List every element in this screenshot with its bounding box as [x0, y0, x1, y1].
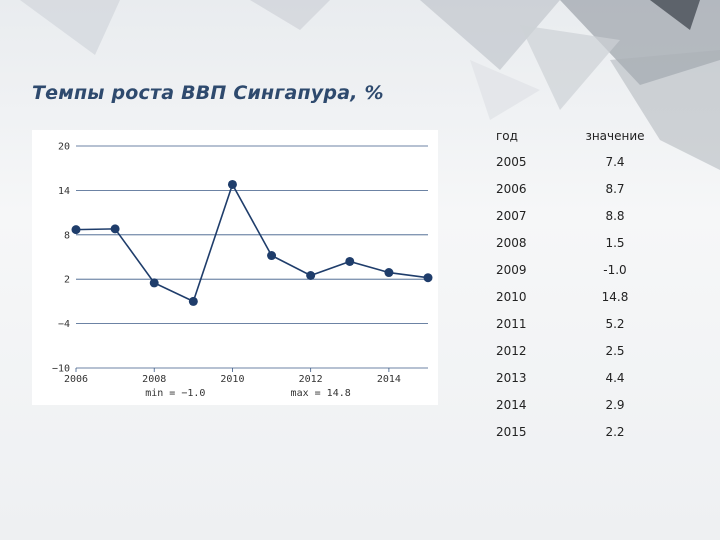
table-row: 2008 1.5: [480, 229, 670, 256]
table-cell-year: 2008: [496, 235, 527, 250]
y-tick-label: −10: [52, 364, 70, 375]
table-row: 2011 5.2: [480, 310, 670, 337]
max-annotation: max = 14.8: [291, 388, 351, 399]
data-point: [149, 278, 159, 288]
header-value: значение: [585, 129, 645, 143]
x-tick-label: 2014: [377, 374, 401, 385]
table-cell-value: -1.0: [603, 262, 627, 277]
table-cell-value: 2.9: [605, 397, 625, 412]
table-cell-year: 2009: [496, 262, 527, 277]
table-row: 2010 14.8: [480, 283, 670, 310]
min-annotation: min = −1.0: [145, 388, 205, 399]
x-tick-label: 2008: [142, 374, 166, 385]
table-cell-year: 2014: [496, 397, 527, 412]
table-row: 2013 4.4: [480, 364, 670, 391]
y-tick-label: 8: [64, 230, 70, 241]
data-point: [71, 225, 81, 235]
table-cell-value: 2.2: [605, 424, 625, 439]
data-table: год значение 2005 7.4 2006 8.7 2007 8.8 2008 1.…: [480, 124, 670, 445]
table-cell-value: 4.4: [605, 370, 625, 385]
data-point: [267, 251, 277, 261]
table-row: 2009 -1.0: [480, 256, 670, 283]
data-point: [110, 224, 120, 234]
series-line: [75, 182, 429, 303]
y-tick-label: 2: [64, 275, 70, 286]
page-title: Темпы роста ВВП Сингапура, %: [32, 82, 384, 104]
table-row: 2012 2.5: [480, 337, 670, 364]
table-row: 2007 8.8: [480, 202, 670, 229]
data-point: [227, 179, 237, 189]
y-tick-label: 14: [58, 186, 70, 197]
line-chart: 20 14 8 2 −4 −10 2006 2008 2010 2012 2014 min = −1.…: [32, 130, 438, 405]
table-cell-year: 2010: [496, 289, 527, 304]
data-point: [188, 296, 198, 306]
table-cell-value: 5.2: [605, 316, 625, 331]
table-row: 2015 2.2: [480, 418, 670, 445]
table-cell-year: 2013: [496, 370, 527, 385]
table-cell-value: 2.5: [605, 343, 625, 358]
x-tick-label: 2010: [220, 374, 244, 385]
table-cell-year: 2012: [496, 343, 527, 358]
y-tick-label: −4: [58, 319, 70, 330]
x-tick-label: 2012: [299, 374, 323, 385]
data-point: [306, 271, 316, 280]
data-point: [384, 268, 394, 278]
table-cell-year: 2005: [496, 154, 527, 169]
table-cell-year: 2007: [496, 208, 527, 223]
table-cell-year: 2011: [496, 316, 527, 331]
table-row: 2006 8.7: [480, 175, 670, 202]
table-cell-value: 8.7: [605, 181, 625, 196]
data-point: [345, 256, 355, 266]
table-cell-value: 1.5: [605, 235, 625, 250]
data-point: [423, 273, 433, 283]
table-header: год значение: [480, 124, 670, 148]
table-row: 2014 2.9: [480, 391, 670, 418]
table-cell-year: 2015: [496, 424, 527, 439]
header-year: год: [496, 129, 518, 143]
table-row: 2005 7.4: [480, 148, 670, 175]
table-cell-year: 2006: [496, 181, 527, 196]
x-tick-label: 2006: [64, 374, 88, 385]
y-tick-label: 20: [58, 142, 70, 153]
table-cell-value: 8.8: [605, 208, 625, 223]
table-cell-value: 7.4: [605, 154, 625, 169]
table-cell-value: 14.8: [601, 289, 629, 304]
